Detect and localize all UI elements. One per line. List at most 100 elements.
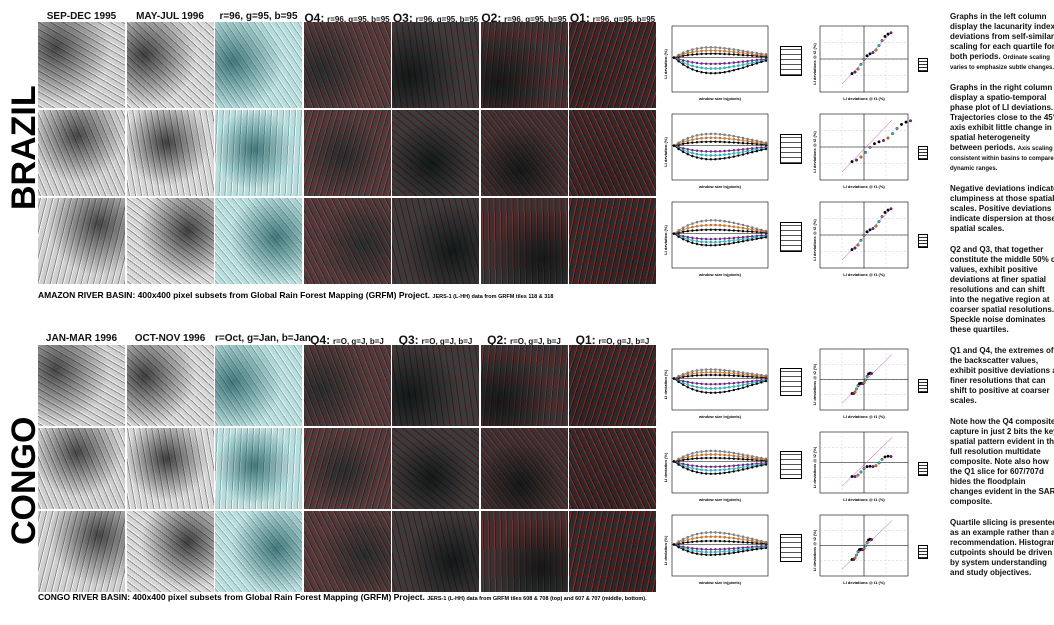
- lacunarity-chart: LI deviation (%) window size ln(pixels): [662, 430, 772, 505]
- x-axis-label: window size ln(pixels): [698, 272, 742, 277]
- sar-image: [127, 110, 214, 196]
- note-paragraph: Quartile slicing is presented as an exam…: [950, 518, 1054, 578]
- phase-dot: [878, 44, 881, 47]
- phase-dot: [872, 51, 875, 54]
- sar-image: [481, 345, 568, 426]
- lacunarity-chart: LI deviation (%) window size ln(pixels): [662, 200, 772, 280]
- legend-box: [780, 222, 802, 252]
- legend-box: [780, 451, 802, 479]
- sar-image: [215, 428, 302, 509]
- legend-box: [780, 534, 802, 562]
- phase-plot: LI deviations @ t2 (%) LI deviations @ t1…: [812, 513, 912, 588]
- phase-dot: [864, 151, 867, 154]
- x-axis-label: LI deviations @ t1 (%): [843, 184, 885, 189]
- phase-dot: [854, 391, 857, 394]
- note-text: Note how the Q4 composites capture in ju…: [950, 417, 1054, 506]
- sar-image: [38, 428, 125, 509]
- sar-image: [38, 511, 125, 592]
- sar-image: [127, 511, 214, 592]
- sar-image: [392, 198, 479, 284]
- x-axis-label: window size ln(pixels): [698, 580, 742, 585]
- x-axis-label: LI deviations @ t1 (%): [843, 580, 885, 585]
- legend-box: [918, 146, 928, 160]
- phase-dot: [857, 244, 860, 247]
- sar-image: [481, 22, 568, 108]
- phase-dot: [860, 63, 863, 66]
- plot-frame: [672, 349, 768, 410]
- sar-image: [215, 345, 302, 426]
- phase-dot: [872, 465, 875, 468]
- note-paragraph: Note how the Q4 composites capture in ju…: [950, 417, 1054, 507]
- sar-image: [215, 110, 302, 196]
- y-axis-label: LI deviations @ t2 (%): [812, 446, 817, 488]
- phase-dot: [851, 72, 854, 75]
- sar-image: [481, 428, 568, 509]
- period-label: JAN-MAR 1996: [46, 333, 117, 344]
- plot-frame: [672, 515, 768, 576]
- sar-image: [38, 345, 125, 426]
- sar-image: [215, 511, 302, 592]
- phase-dot: [863, 58, 866, 61]
- legend-box: [780, 46, 802, 76]
- sar-image: [127, 345, 214, 426]
- phase-dot: [854, 247, 857, 250]
- phase-dot: [857, 474, 860, 477]
- notes-column: Graphs in the left column display the la…: [950, 12, 1054, 589]
- phase-dot: [863, 381, 866, 384]
- phase-plot: LI deviations @ t2 (%)LI deviations @ t1…: [812, 430, 912, 505]
- phase-dot: [854, 71, 857, 74]
- column-header: SEP-DEC 1995: [38, 11, 125, 22]
- x-axis-label: window size ln(pixels): [698, 414, 742, 419]
- y-axis-label: LI deviations @ t2 (%): [812, 219, 817, 261]
- sar-image: [304, 22, 391, 108]
- column-header: JAN-MAR 1996: [38, 333, 125, 344]
- y-axis-label: LI deviation (%): [663, 452, 668, 482]
- legend-box: [918, 58, 928, 72]
- plot-frame: [672, 202, 768, 268]
- phase-dot: [851, 248, 854, 251]
- phase-dot: [854, 475, 857, 478]
- phase-dot: [855, 388, 858, 391]
- column-header: OCT-NOV 1996: [127, 333, 214, 344]
- y-axis-label: LI deviation (%): [663, 225, 668, 255]
- phase-dot: [900, 123, 903, 126]
- plot-frame: [672, 26, 768, 92]
- note-text: Graphs in the right column display a spa…: [950, 83, 1054, 152]
- phase-dot: [864, 379, 867, 382]
- phase-dot: [869, 229, 872, 232]
- phase-dot: [878, 141, 881, 144]
- sar-image: [392, 345, 479, 426]
- sar-image: [569, 428, 656, 509]
- y-axis-label: LI deviation (%): [663, 137, 668, 167]
- phase-dot: [869, 465, 872, 468]
- sar-image: [481, 511, 568, 592]
- phase-dot: [866, 54, 869, 57]
- lacunarity-chart: LI deviation (%)window size ln(pixels): [662, 347, 772, 422]
- sar-image: [304, 110, 391, 196]
- column-header: r=96, g=95, b=95: [215, 11, 302, 22]
- phase-plot: LI deviations @ t2 (%)LI deviations @ t1…: [812, 200, 912, 280]
- legend-box: [918, 234, 928, 248]
- legend-box: [918, 379, 928, 393]
- note-text: Quartile slicing is presented as an exam…: [950, 518, 1054, 577]
- note-paragraph: Negative deviations indicate clumpiness …: [950, 184, 1054, 234]
- phase-dot: [870, 538, 873, 541]
- sar-image: [481, 110, 568, 196]
- phase-dot: [873, 142, 876, 145]
- sar-image: [392, 22, 479, 108]
- legend-box: [780, 368, 802, 396]
- period-label: OCT-NOV 1996: [135, 333, 206, 344]
- phase-plot: LI deviations @ t2 (%)LI deviations @ t1…: [812, 112, 912, 192]
- phase-dot: [896, 127, 899, 130]
- phase-dot: [860, 239, 863, 242]
- sar-image: [127, 428, 214, 509]
- sar-image: [569, 198, 656, 284]
- lacunarity-chart: LI deviation (%)window size ln(pixels): [662, 112, 772, 192]
- phase-dot: [863, 234, 866, 237]
- x-axis-label: window size ln(pixels): [698, 96, 742, 101]
- sar-image: [127, 22, 214, 108]
- phase-dot: [863, 547, 866, 550]
- x-axis-label: window size ln(pixels): [698, 497, 742, 502]
- phase-dot: [909, 120, 912, 123]
- y-axis-label: LI deviations @ t2 (%): [812, 529, 817, 571]
